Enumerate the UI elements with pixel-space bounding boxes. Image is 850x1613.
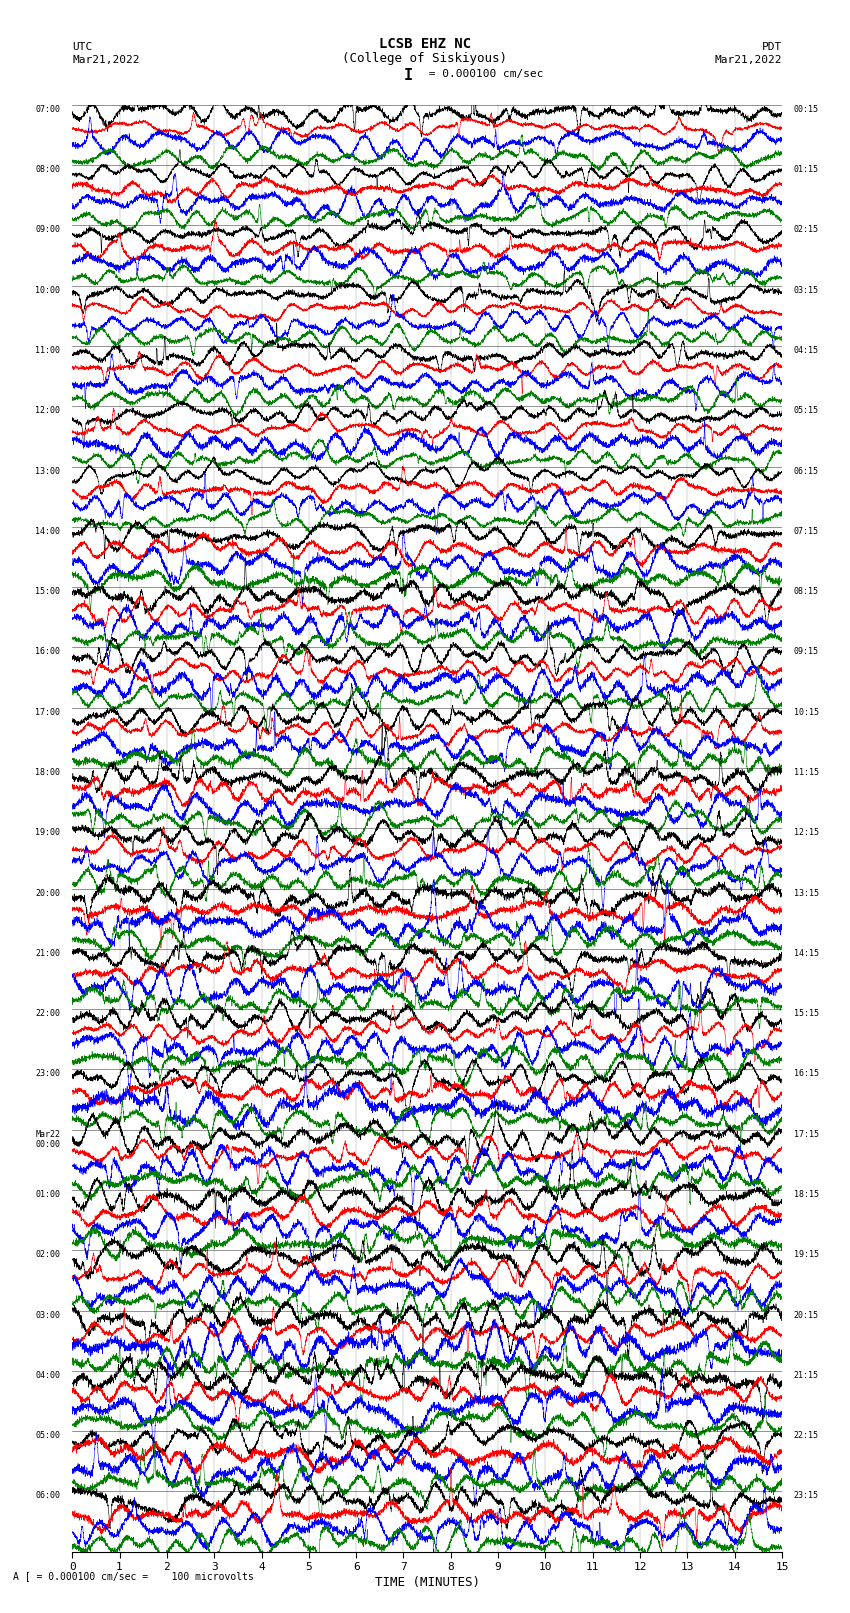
Text: 23:00: 23:00 bbox=[36, 1069, 60, 1079]
Text: 10:15: 10:15 bbox=[794, 708, 819, 716]
Text: 16:15: 16:15 bbox=[794, 1069, 819, 1079]
Text: 15:15: 15:15 bbox=[794, 1010, 819, 1018]
Text: (College of Siskiyous): (College of Siskiyous) bbox=[343, 52, 507, 65]
Text: I: I bbox=[404, 68, 412, 82]
Text: 09:00: 09:00 bbox=[36, 226, 60, 234]
Text: 04:00: 04:00 bbox=[36, 1371, 60, 1379]
Text: 05:00: 05:00 bbox=[36, 1431, 60, 1440]
Text: 07:00: 07:00 bbox=[36, 105, 60, 115]
Text: 08:15: 08:15 bbox=[794, 587, 819, 597]
Text: 20:15: 20:15 bbox=[794, 1310, 819, 1319]
Text: 03:15: 03:15 bbox=[794, 286, 819, 295]
Text: 20:00: 20:00 bbox=[36, 889, 60, 897]
Text: 22:15: 22:15 bbox=[794, 1431, 819, 1440]
Text: 18:00: 18:00 bbox=[36, 768, 60, 777]
Text: 17:15: 17:15 bbox=[794, 1129, 819, 1139]
Text: 22:00: 22:00 bbox=[36, 1010, 60, 1018]
Text: 18:15: 18:15 bbox=[794, 1190, 819, 1198]
Text: Mar22
00:00: Mar22 00:00 bbox=[36, 1129, 60, 1148]
Text: 19:00: 19:00 bbox=[36, 829, 60, 837]
Text: LCSB EHZ NC: LCSB EHZ NC bbox=[379, 37, 471, 52]
Text: 14:00: 14:00 bbox=[36, 527, 60, 536]
Text: 21:00: 21:00 bbox=[36, 948, 60, 958]
Text: 01:00: 01:00 bbox=[36, 1190, 60, 1198]
Text: 09:15: 09:15 bbox=[794, 647, 819, 656]
Text: A [ = 0.000100 cm/sec =    100 microvolts: A [ = 0.000100 cm/sec = 100 microvolts bbox=[13, 1571, 253, 1581]
Text: 23:15: 23:15 bbox=[794, 1492, 819, 1500]
Text: 15:00: 15:00 bbox=[36, 587, 60, 597]
Text: UTC: UTC bbox=[72, 42, 93, 52]
Text: 12:15: 12:15 bbox=[794, 829, 819, 837]
Text: 07:15: 07:15 bbox=[794, 527, 819, 536]
Text: Mar21,2022: Mar21,2022 bbox=[715, 55, 782, 65]
Text: 10:00: 10:00 bbox=[36, 286, 60, 295]
Text: 02:15: 02:15 bbox=[794, 226, 819, 234]
Text: 11:15: 11:15 bbox=[794, 768, 819, 777]
Text: 03:00: 03:00 bbox=[36, 1310, 60, 1319]
Text: 16:00: 16:00 bbox=[36, 647, 60, 656]
Text: 17:00: 17:00 bbox=[36, 708, 60, 716]
Text: Mar21,2022: Mar21,2022 bbox=[72, 55, 139, 65]
Text: 04:15: 04:15 bbox=[794, 347, 819, 355]
Text: 13:00: 13:00 bbox=[36, 466, 60, 476]
Text: 12:00: 12:00 bbox=[36, 406, 60, 415]
Text: 05:15: 05:15 bbox=[794, 406, 819, 415]
Text: 11:00: 11:00 bbox=[36, 347, 60, 355]
Text: 00:15: 00:15 bbox=[794, 105, 819, 115]
Text: 02:00: 02:00 bbox=[36, 1250, 60, 1260]
Text: 01:15: 01:15 bbox=[794, 165, 819, 174]
Text: 06:00: 06:00 bbox=[36, 1492, 60, 1500]
Text: 08:00: 08:00 bbox=[36, 165, 60, 174]
Text: 06:15: 06:15 bbox=[794, 466, 819, 476]
Text: 13:15: 13:15 bbox=[794, 889, 819, 897]
Text: 14:15: 14:15 bbox=[794, 948, 819, 958]
X-axis label: TIME (MINUTES): TIME (MINUTES) bbox=[375, 1576, 479, 1589]
Text: PDT: PDT bbox=[762, 42, 782, 52]
Text: 19:15: 19:15 bbox=[794, 1250, 819, 1260]
Text: = 0.000100 cm/sec: = 0.000100 cm/sec bbox=[422, 69, 544, 79]
Text: 21:15: 21:15 bbox=[794, 1371, 819, 1379]
